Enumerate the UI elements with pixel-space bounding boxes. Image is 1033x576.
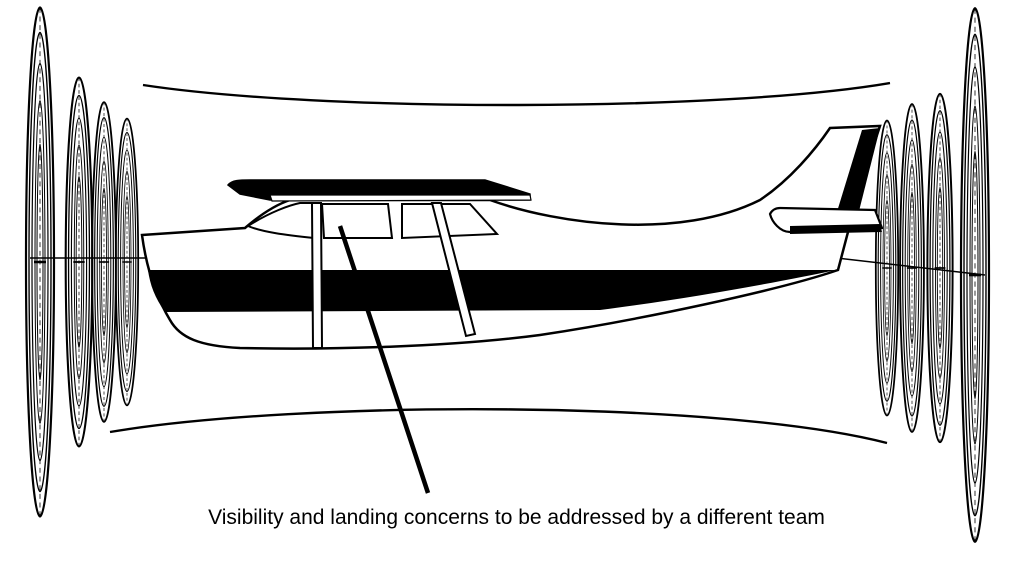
tail-fin-band: [836, 128, 880, 215]
cockpit-window-middle: [320, 203, 394, 239]
right-propeller-shaft: [827, 256, 986, 276]
left-propeller-disc-4: [114, 117, 140, 407]
cockpit-window-rear: [401, 203, 500, 240]
left-propeller-disc-3: [91, 101, 117, 423]
duct-lower-wall: [109, 408, 888, 445]
right-propeller-disc-3: [926, 92, 954, 444]
right-propeller-disc-1: [874, 119, 900, 417]
left-propeller-disc-2: [64, 76, 94, 448]
right-propeller-group: [827, 7, 991, 543]
annotation-pointer: [337, 225, 431, 494]
wing-struts: [310, 202, 477, 349]
annotation-caption: Visibility and landing concerns to be ad…: [208, 506, 825, 529]
left-propeller-disc-1: [24, 6, 56, 518]
duct-upper-wall: [142, 81, 891, 107]
fuselage-outline: [140, 124, 882, 350]
